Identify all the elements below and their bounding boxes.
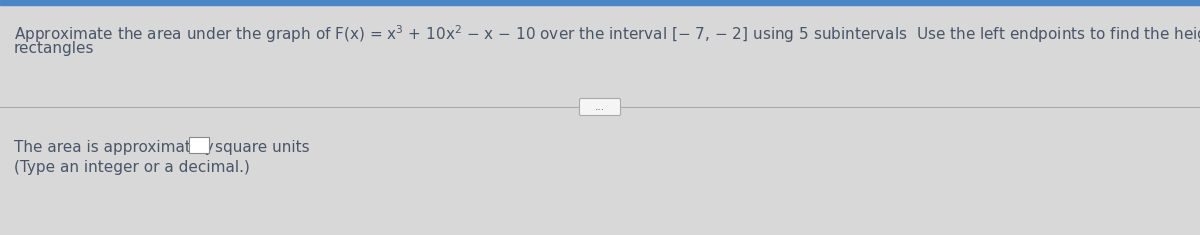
Text: (Type an integer or a decimal.): (Type an integer or a decimal.): [14, 160, 250, 175]
FancyBboxPatch shape: [580, 98, 620, 115]
FancyBboxPatch shape: [190, 137, 209, 153]
Text: square units: square units: [215, 140, 310, 155]
Text: rectangles: rectangles: [14, 41, 95, 56]
Bar: [0, 0, 1200, 5]
Text: ...: ...: [595, 102, 605, 112]
Text: The area is approximately: The area is approximately: [14, 140, 214, 155]
Text: Approximate the area under the graph of F(x) = x$^3$ + 10x$^2$ − x − 10 over the: Approximate the area under the graph of …: [14, 23, 1200, 45]
